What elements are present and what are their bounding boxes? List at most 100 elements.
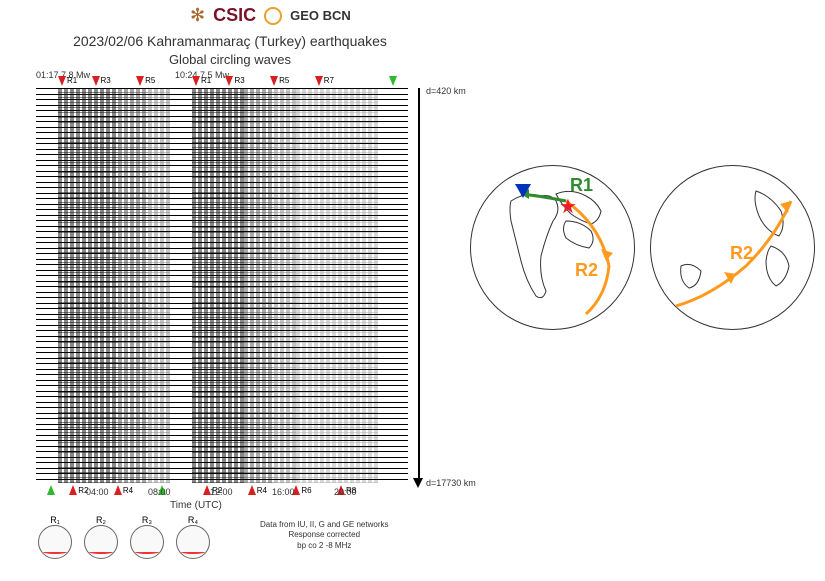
seismo-trace [36, 473, 408, 474]
seismo-trace [36, 407, 408, 408]
wave-marker-label: R3 [234, 76, 244, 85]
seismo-trace [36, 457, 408, 458]
globe-circle: ★ [470, 165, 635, 330]
seismo-trace [36, 121, 408, 122]
logo-icon: ✻ [190, 5, 205, 26]
seismo-trace [36, 143, 408, 144]
seismo-trace [36, 275, 408, 276]
wave-marker-bottom [248, 485, 256, 495]
seismo-trace [36, 319, 408, 320]
seismogram-plot: R1R3R5R1R3R5R7 R2R4R2R4R6R8 [36, 88, 408, 483]
seismo-trace [36, 231, 408, 232]
small-globe-icon [130, 525, 164, 559]
seismo-trace [36, 446, 408, 447]
r2-label-right: R2 [730, 243, 753, 264]
wave-marker-bottom [47, 485, 55, 495]
seismo-trace [36, 88, 408, 89]
distance-axis [418, 88, 420, 483]
seismo-trace [36, 336, 408, 337]
distance-arrow-icon [413, 478, 423, 488]
seismo-trace [36, 385, 408, 386]
small-globes-row: R₁R₂R₃R₄ [38, 515, 210, 559]
wave-marker-label: R5 [279, 76, 289, 85]
seismo-trace [36, 110, 408, 111]
seismo-trace [36, 330, 408, 331]
seismo-trace [36, 402, 408, 403]
geo-logo-text: GEO BCN [290, 8, 351, 23]
seismo-trace [36, 347, 408, 348]
seismo-trace [36, 380, 408, 381]
seismo-trace [36, 374, 408, 375]
seismo-trace [36, 396, 408, 397]
xaxis-tick-label: 04:00 [86, 487, 109, 497]
wave-marker-label: R1 [201, 76, 211, 85]
wave-marker-top [315, 76, 323, 86]
seismo-trace [36, 127, 408, 128]
seismo-trace [36, 286, 408, 287]
csic-logo-text: CSIC [213, 5, 256, 26]
title: 2023/02/06 Kahramanmaraç (Turkey) earthq… [60, 33, 400, 49]
seismo-trace [36, 325, 408, 326]
seismo-trace [36, 198, 408, 199]
seismo-trace [36, 369, 408, 370]
seismo-trace [36, 418, 408, 419]
data-credits: Data from IU, II, G and GE networks Resp… [260, 520, 389, 551]
seismo-trace [36, 242, 408, 243]
seismo-trace [36, 176, 408, 177]
small-globe-label: R₁ [38, 515, 72, 525]
wave-marker-top [192, 76, 200, 86]
small-globe-label: R₂ [84, 515, 118, 525]
seismo-trace [36, 352, 408, 353]
seismo-trace [36, 429, 408, 430]
wave-marker-label: R5 [145, 76, 155, 85]
seismo-trace [36, 209, 408, 210]
dist-bottom-label: d=17730 km [426, 478, 476, 488]
r2-label-left: R2 [575, 260, 598, 281]
seismo-trace [36, 440, 408, 441]
small-globe-label: R₃ [130, 515, 164, 525]
seismo-trace [36, 220, 408, 221]
small-globe-icon [38, 525, 72, 559]
epicenter-star-icon: ★ [559, 194, 577, 219]
wave-marker-label: R1 [67, 76, 77, 85]
seismo-trace [36, 193, 408, 194]
wave-marker-top [389, 76, 397, 86]
seismo-trace [36, 424, 408, 425]
seismo-trace [36, 303, 408, 304]
xaxis-tick-label: 12:00 [210, 487, 233, 497]
seismo-trace [36, 363, 408, 364]
seismo-trace [36, 435, 408, 436]
globe-left: ★ R1 R2 [470, 165, 635, 330]
seismo-trace [36, 105, 408, 106]
wave-marker-top [58, 76, 66, 86]
small-globe-icon [84, 525, 118, 559]
seismo-trace [36, 281, 408, 282]
dist-top-label: d=420 km [426, 86, 466, 96]
seismo-trace [36, 308, 408, 309]
seismo-trace [36, 94, 408, 95]
station-triangle-icon [515, 184, 531, 198]
seismo-trace [36, 451, 408, 452]
seismo-trace [36, 165, 408, 166]
seismo-trace [36, 149, 408, 150]
seismo-trace [36, 259, 408, 260]
wave-marker-bottom [69, 485, 77, 495]
seismo-trace [36, 253, 408, 254]
seismo-trace [36, 138, 408, 139]
continents-icon [471, 166, 636, 331]
wave-marker-label: R7 [324, 76, 334, 85]
seismo-trace [36, 226, 408, 227]
wave-marker-bottom [114, 485, 122, 495]
seismo-trace [36, 154, 408, 155]
seismo-trace [36, 160, 408, 161]
seismo-trace [36, 341, 408, 342]
globe-right: R2 [650, 165, 815, 330]
geo-orb-icon [264, 7, 282, 25]
small-globe-icon [176, 525, 210, 559]
seismo-trace [36, 479, 408, 480]
seismo-trace [36, 99, 408, 100]
wave-marker-label: R3 [101, 76, 111, 85]
wave-marker-label: R6 [301, 486, 311, 495]
wave-marker-label: R4 [123, 486, 133, 495]
seismo-trace [36, 264, 408, 265]
